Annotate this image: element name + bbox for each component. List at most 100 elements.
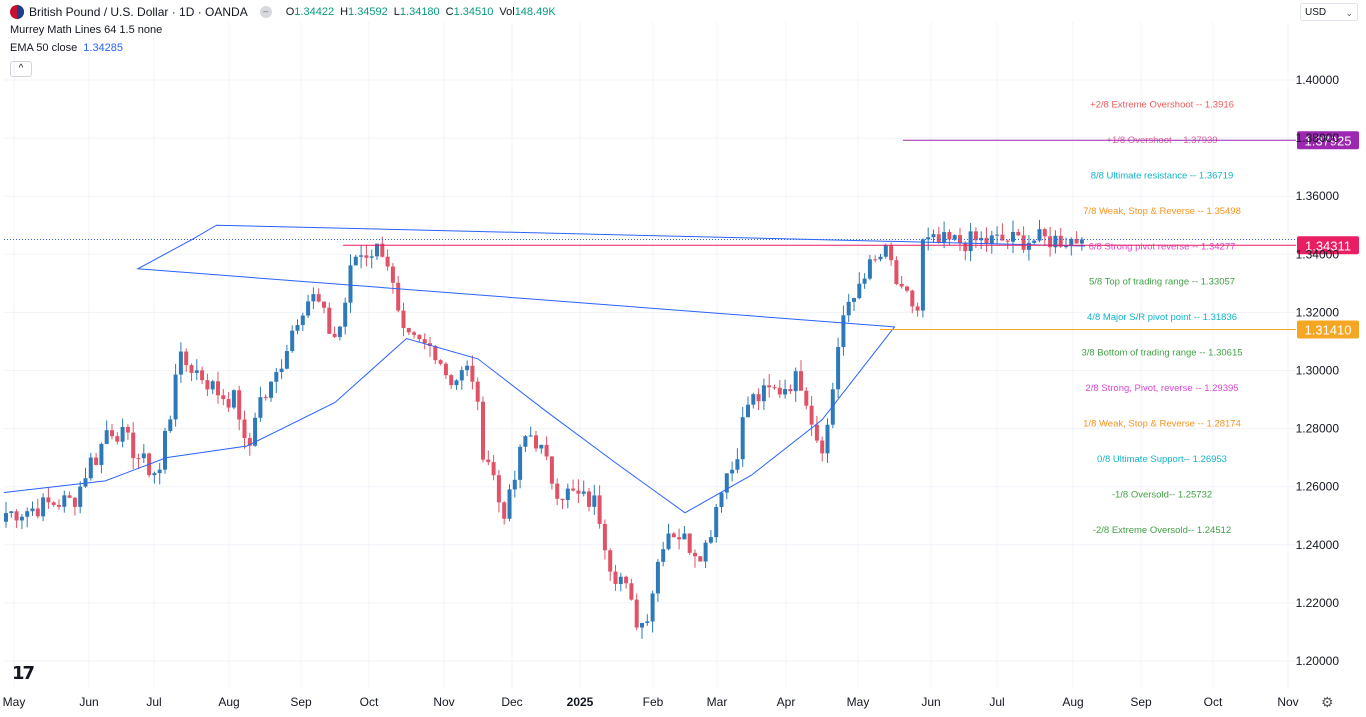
candle xyxy=(719,491,724,513)
candle xyxy=(136,453,141,470)
candle-body xyxy=(910,290,915,307)
candle-body xyxy=(1058,235,1063,247)
candle-body xyxy=(359,255,364,257)
candle xyxy=(793,367,798,402)
candle-body xyxy=(565,488,570,501)
ohlc-values: O1.34422 H1.34592 L1.34180 C1.34510 Vol1… xyxy=(286,6,556,18)
candle-body xyxy=(1026,242,1031,250)
price-axis[interactable]: 1.40000 1.38000 1.36000 1.34000 1.32000 1.300… xyxy=(1296,73,1340,668)
candle-body xyxy=(1016,232,1021,236)
candle xyxy=(979,231,984,249)
candle xyxy=(809,396,814,437)
candle-body xyxy=(830,389,835,425)
price-label-badge[interactable] xyxy=(1297,236,1359,255)
candle xyxy=(375,243,379,260)
candle-body xyxy=(25,511,30,517)
candle-body xyxy=(655,561,660,594)
candle-body xyxy=(115,436,120,442)
candle xyxy=(194,359,199,380)
murrey-level-label: 7/8 Weak, Stop & Reverse -- 1.35498 xyxy=(1083,206,1241,217)
collapse-legend-button[interactable]: ^ xyxy=(10,61,32,77)
candle xyxy=(1069,237,1074,256)
candle-body xyxy=(141,453,146,459)
candle xyxy=(841,305,846,356)
horizontal-lines[interactable]: 1.37925 1.34311 1.31410 xyxy=(4,131,1359,339)
candle xyxy=(1037,219,1042,243)
candle-body xyxy=(788,388,793,392)
time-axis[interactable]: May Jun Jul Aug Sep Oct Nov Dec 2025 Feb Mar Apr May… xyxy=(3,695,1299,709)
candle xyxy=(645,614,650,626)
price-label-badge[interactable] xyxy=(1297,320,1359,339)
candle xyxy=(14,509,19,529)
candle xyxy=(311,287,316,310)
candle-body xyxy=(539,444,544,449)
candle-body xyxy=(364,255,369,258)
candle xyxy=(475,377,480,411)
candle xyxy=(486,450,491,466)
candle-body xyxy=(544,444,549,457)
tradingview-logo[interactable]: 17 xyxy=(12,663,35,684)
gear-icon[interactable]: ⚙ xyxy=(1321,694,1334,710)
candle-body xyxy=(67,495,72,498)
price-label-badge[interactable] xyxy=(1297,131,1359,150)
ema-indicator-legend[interactable]: EMA 50 close 1.34285 xyxy=(10,42,123,54)
candle-body xyxy=(942,232,947,243)
candle xyxy=(120,418,125,448)
murrey-math-indicator-legend[interactable]: Murrey Math Lines 64 1.5 none xyxy=(10,24,162,36)
candle xyxy=(1058,227,1063,248)
candle-body xyxy=(157,469,162,474)
candle-body xyxy=(862,278,867,284)
candle xyxy=(523,434,528,453)
candle-body xyxy=(216,381,220,396)
candle-body xyxy=(661,549,666,562)
candle xyxy=(539,444,544,454)
candle-body xyxy=(237,390,242,420)
candle-body xyxy=(88,457,93,479)
candle-body xyxy=(189,365,194,373)
candle xyxy=(873,255,878,263)
candle-body xyxy=(608,550,613,572)
candle xyxy=(984,227,989,252)
candle xyxy=(9,510,14,518)
price-tick-label: 1.40000 xyxy=(1296,73,1340,87)
candle xyxy=(46,486,51,509)
candle xyxy=(783,379,788,399)
symbol-title[interactable]: British Pound / U.S. Dollar · 1D · OANDA xyxy=(29,5,248,19)
ema-50-line xyxy=(3,224,1086,514)
candle-body xyxy=(295,325,300,331)
candle-body xyxy=(125,426,130,433)
candle xyxy=(300,312,305,332)
candle xyxy=(1021,226,1026,254)
candle-body xyxy=(428,343,432,347)
candle xyxy=(608,548,613,581)
murrey-level-label: -1/8 Oversold-- 1.25732 xyxy=(1112,489,1212,500)
candle-body xyxy=(995,234,1000,236)
candle-body xyxy=(708,537,713,543)
currency-selector[interactable]: USD ⌄ xyxy=(1300,3,1358,21)
price-label-text: 1.37925 xyxy=(1305,133,1352,148)
candle-body xyxy=(322,301,326,308)
candle-body xyxy=(380,243,385,257)
candle-body xyxy=(332,333,337,337)
candle-body xyxy=(867,259,872,279)
candle-body xyxy=(290,330,295,352)
candle xyxy=(1016,228,1021,237)
candle xyxy=(544,436,549,461)
candle-body xyxy=(184,351,189,366)
candle-body xyxy=(375,243,379,257)
candle xyxy=(157,462,162,485)
candle-body xyxy=(767,385,772,388)
candle xyxy=(459,366,464,390)
candle xyxy=(295,319,300,335)
candle xyxy=(952,234,957,242)
candle-body xyxy=(163,430,167,470)
grid xyxy=(4,22,1296,688)
candle-body xyxy=(629,583,634,600)
candle-body xyxy=(99,443,104,465)
murrey-level-label: +2/8 Extreme Overshoot -- 1.3916 xyxy=(1090,99,1234,110)
candle-body xyxy=(894,260,899,284)
market-status-icon[interactable]: – xyxy=(259,6,272,18)
candle xyxy=(110,423,114,440)
symbol-header[interactable]: British Pound / U.S. Dollar · 1D · OANDA… xyxy=(10,4,556,20)
